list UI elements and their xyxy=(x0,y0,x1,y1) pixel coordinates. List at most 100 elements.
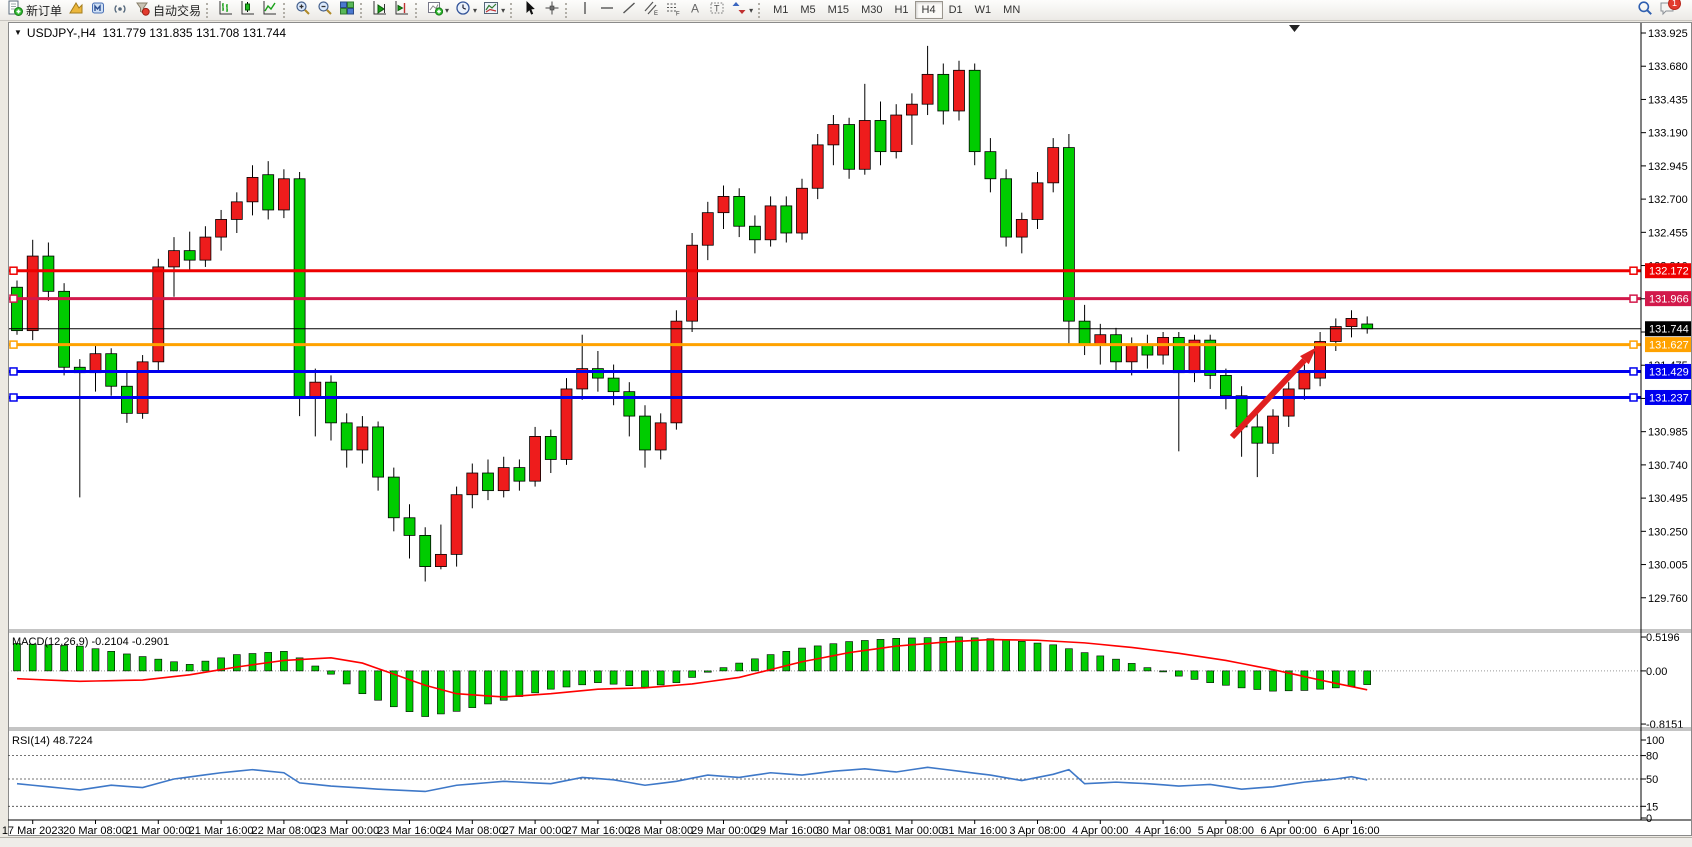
svg-text:29 Mar 16:00: 29 Mar 16:00 xyxy=(754,825,819,837)
svg-text:132.172: 132.172 xyxy=(1649,266,1689,278)
line-anchor-handle[interactable] xyxy=(1629,266,1638,275)
text-button[interactable]: A xyxy=(684,1,706,20)
line-chart-icon xyxy=(262,0,278,21)
svg-text:27 Mar 16:00: 27 Mar 16:00 xyxy=(565,825,630,837)
svg-text:-0.8151: -0.8151 xyxy=(1646,719,1683,731)
tile-windows-button[interactable] xyxy=(336,1,358,20)
vertical-line-button[interactable] xyxy=(574,1,596,20)
line-anchor-handle[interactable] xyxy=(1629,393,1638,402)
svg-text:0.5196: 0.5196 xyxy=(1646,632,1680,644)
svg-text:21 Mar 16:00: 21 Mar 16:00 xyxy=(189,825,254,837)
zoom-in-button[interactable] xyxy=(292,0,314,20)
svg-text:131.744: 131.744 xyxy=(1649,324,1689,336)
line-anchor-handle[interactable] xyxy=(1629,294,1638,303)
svg-text:F: F xyxy=(676,11,680,16)
timeframe-m5-button[interactable]: M5 xyxy=(800,4,816,16)
chevron-down-icon: ▾ xyxy=(501,5,506,15)
line-anchor-handle[interactable] xyxy=(9,294,18,303)
metaeditor-button[interactable] xyxy=(87,1,109,20)
text-label-icon: T xyxy=(709,0,725,21)
arrows-icon xyxy=(731,0,747,21)
search-icon xyxy=(1637,0,1653,21)
svg-text:6 Apr 16:00: 6 Apr 16:00 xyxy=(1323,825,1379,837)
svg-text:130.495: 130.495 xyxy=(1648,493,1688,505)
svg-text:80: 80 xyxy=(1646,751,1658,763)
crosshair-icon xyxy=(544,0,560,21)
signals-button[interactable] xyxy=(109,1,131,20)
svg-text:131.429: 131.429 xyxy=(1649,366,1689,378)
svg-text:0: 0 xyxy=(1646,813,1652,825)
toolbar-grip xyxy=(283,2,288,18)
line-anchor-handle[interactable] xyxy=(9,340,18,349)
svg-text:6 Apr 00:00: 6 Apr 00:00 xyxy=(1261,825,1317,837)
chevron-down-icon: ▾ xyxy=(445,5,450,15)
indicators-button[interactable]: ▾ xyxy=(424,1,452,20)
notification-badge: 1 xyxy=(1668,0,1681,10)
chart-shift-icon xyxy=(394,0,410,21)
svg-text:3 Apr 08:00: 3 Apr 08:00 xyxy=(1009,825,1065,837)
svg-text:4 Apr 16:00: 4 Apr 16:00 xyxy=(1135,825,1191,837)
horizontal-line-button[interactable] xyxy=(596,1,618,20)
line-anchor-handle[interactable] xyxy=(1629,367,1638,376)
timeframe-mn-button[interactable]: MN xyxy=(1003,4,1021,16)
profiles-icon xyxy=(68,0,84,21)
zoom-out-button[interactable] xyxy=(314,0,336,20)
timeframe-m30-button[interactable]: M30 xyxy=(861,4,883,16)
text-label-button[interactable]: T xyxy=(706,1,728,20)
periods-button[interactable]: ▾ xyxy=(452,0,480,20)
trend-arrow-annotation[interactable] xyxy=(1229,347,1317,440)
price-axis: 133.925 133.680 133.435 133.190 132.945 132.7… xyxy=(1641,28,1688,605)
profiles-button[interactable] xyxy=(65,1,87,20)
cursor-button[interactable] xyxy=(519,0,541,20)
chart-shift-marker[interactable] xyxy=(1289,25,1300,32)
chart-candles-button[interactable] xyxy=(237,0,259,20)
timeframe-h1-button[interactable]: H1 xyxy=(894,4,909,16)
new-order-icon xyxy=(7,0,23,21)
svg-text:22 Mar 08:00: 22 Mar 08:00 xyxy=(251,825,316,837)
svg-text:5 Apr 08:00: 5 Apr 08:00 xyxy=(1198,825,1254,837)
template-icon xyxy=(483,0,499,21)
svg-text:130.250: 130.250 xyxy=(1648,526,1688,538)
line-anchor-handle[interactable] xyxy=(9,266,18,275)
timeframe-d1-button[interactable]: D1 xyxy=(948,4,963,16)
timeframe-w1-button[interactable]: W1 xyxy=(974,4,992,16)
line-anchor-handle[interactable] xyxy=(1629,340,1638,349)
arrows-button[interactable]: ▾ xyxy=(728,1,756,20)
svg-text:T: T xyxy=(714,3,720,13)
macd-pane: 0.5196 0.00 -0.8151 xyxy=(8,632,1683,731)
timeframe-bar: M1 M5 M15 M30 H1 H4 D1 W1 MN xyxy=(767,1,1026,19)
line-anchor-handle[interactable] xyxy=(9,367,18,376)
svg-text:30 Mar 08:00: 30 Mar 08:00 xyxy=(817,825,882,837)
search-button[interactable] xyxy=(1634,0,1656,21)
chart-bars-button[interactable] xyxy=(215,0,237,21)
new-order-button[interactable]: 新订单 xyxy=(4,0,65,21)
horizontal-line-icon xyxy=(599,0,615,21)
svg-text:133.435: 133.435 xyxy=(1648,94,1688,106)
templates-button[interactable]: ▾ xyxy=(480,1,508,20)
equidistant-channel-button[interactable]: E xyxy=(640,1,662,20)
line-anchor-handle[interactable] xyxy=(9,393,18,402)
chart-line-button[interactable] xyxy=(259,0,281,21)
timeframe-m15-button[interactable]: M15 xyxy=(827,4,850,16)
trendline-button[interactable] xyxy=(618,1,640,20)
svg-text:4 Apr 00:00: 4 Apr 00:00 xyxy=(1072,825,1128,837)
fibonacci-button[interactable]: F xyxy=(662,1,684,20)
main-toolbar: 新订单 自动交易 ▾ ▾ ▾ E F A T ▾ M1 M5 M15 M30 H1 H4 D… xyxy=(0,0,1692,21)
auto-scroll-button[interactable] xyxy=(369,0,391,20)
channel-icon: E xyxy=(643,0,659,21)
toolbar-grip xyxy=(415,2,420,18)
svg-text:20 Mar 08:00: 20 Mar 08:00 xyxy=(63,825,128,837)
chat-button[interactable]: 1 xyxy=(1656,0,1681,20)
timeframe-m1-button[interactable]: M1 xyxy=(773,4,789,16)
bar-chart-icon xyxy=(218,0,234,21)
timeframe-h4-button[interactable]: H4 xyxy=(914,1,943,19)
toolbar-grip xyxy=(360,2,365,18)
svg-text:31 Mar 16:00: 31 Mar 16:00 xyxy=(942,825,1007,837)
crosshair-button[interactable] xyxy=(541,1,563,20)
auto-trading-button[interactable]: 自动交易 xyxy=(131,1,204,20)
svg-text:130.985: 130.985 xyxy=(1648,427,1688,439)
svg-text:132.455: 132.455 xyxy=(1648,227,1688,239)
chart-shift-button[interactable] xyxy=(391,0,413,21)
